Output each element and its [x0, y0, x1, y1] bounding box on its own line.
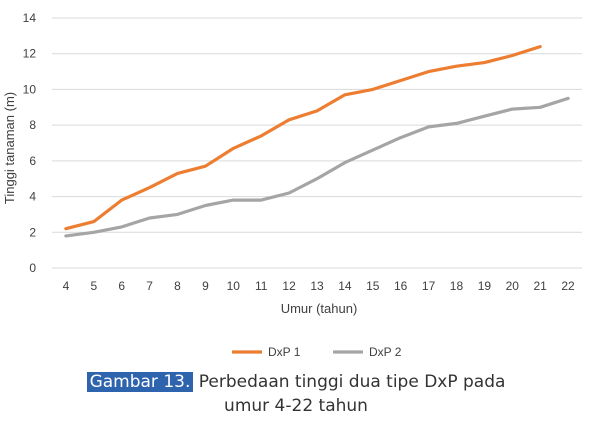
x-tick-label: 14	[338, 279, 352, 293]
legend-label: DxP 1	[268, 345, 301, 359]
x-tick-label: 16	[394, 279, 408, 293]
figure-caption: Gambar 13. Perbedaan tinggi dua tipe DxP…	[0, 372, 592, 392]
x-tick-label: 12	[282, 279, 296, 293]
gridlines	[52, 17, 582, 269]
x-tick-label: 21	[533, 279, 547, 293]
y-tick-label: 14	[23, 11, 37, 25]
x-axis-ticks: 4 5 6 7 8 9 10 11 12 13 14 15 16 17 18 19 20 21 22	[63, 279, 575, 293]
series-lines	[64, 44, 570, 238]
x-tick-label: 10	[227, 279, 241, 293]
y-axis-ticks: 0 2 4 6 8 10 12 14	[23, 11, 37, 275]
x-tick-label: 4	[63, 279, 70, 293]
y-tick-label: 12	[23, 47, 37, 61]
x-tick-label: 18	[450, 279, 464, 293]
y-tick-label: 8	[29, 118, 36, 132]
x-tick-label: 11	[255, 279, 268, 293]
x-tick-label: 8	[174, 279, 181, 293]
x-axis-title: Umur (tahun)	[281, 301, 358, 316]
y-tick-label: 10	[23, 82, 37, 96]
legend: DxP 1 DxP 2	[232, 345, 402, 359]
y-tick-label: 2	[29, 225, 36, 239]
series-line-1	[64, 44, 542, 231]
x-tick-label: 15	[366, 279, 380, 293]
x-tick-label: 7	[146, 279, 153, 293]
figure-caption-line2: umur 4-22 tahun	[224, 396, 368, 416]
x-tick-label: 20	[506, 279, 520, 293]
y-axis-title: Tinggi tanaman (m)	[2, 92, 17, 204]
y-tick-label: 0	[29, 261, 36, 275]
x-tick-label: 17	[422, 279, 436, 293]
line-chart: 0 2 4 6 8 10 12 14 4 5 6 7 8 9 10 11 12 13 14 15 16 17 18 19 20…	[2, 11, 582, 359]
x-tick-label: 5	[90, 279, 97, 293]
y-tick-label: 4	[29, 190, 36, 204]
x-tick-label: 9	[202, 279, 209, 293]
x-tick-label: 13	[310, 279, 324, 293]
figure-label: Gambar 13.	[86, 372, 194, 392]
x-tick-label: 19	[478, 279, 492, 293]
series-line-2	[64, 96, 570, 238]
figure-caption-text: Perbedaan tinggi dua tipe DxP pada	[193, 372, 506, 392]
x-tick-label: 6	[118, 279, 125, 293]
legend-label: DxP 2	[369, 345, 402, 359]
y-tick-label: 6	[29, 154, 36, 168]
x-tick-label: 22	[561, 279, 575, 293]
